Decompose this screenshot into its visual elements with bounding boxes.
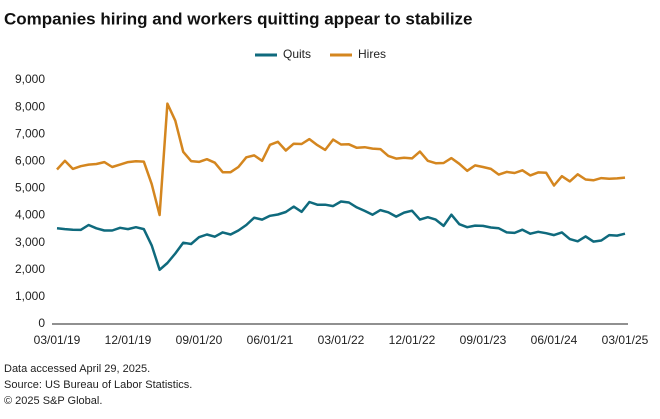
series-line	[56, 102, 626, 217]
legend-label: Quits	[283, 47, 311, 61]
x-tick-label: 06/01/21	[247, 333, 294, 347]
y-tick-label: 8,000	[15, 99, 45, 113]
x-tick-label: 09/01/23	[460, 333, 507, 347]
chart-title: Companies hiring and workers quitting ap…	[4, 9, 473, 28]
y-tick-label: 5,000	[15, 181, 45, 195]
y-tick-label: 3,000	[15, 235, 45, 249]
x-tick-label: 03/01/25	[602, 333, 649, 347]
y-tick-label: 7,000	[15, 126, 45, 140]
y-tick-label: 4,000	[15, 208, 45, 222]
y-tick-label: 9,000	[15, 72, 45, 86]
footnote: Data accessed April 29, 2025.	[4, 363, 150, 375]
x-tick-label: 09/01/20	[176, 333, 223, 347]
y-tick-label: 1,000	[15, 289, 45, 303]
footnote: Source: US Bureau of Labor Statistics.	[4, 379, 192, 391]
y-tick-label: 2,000	[15, 262, 45, 276]
y-tick-label: 0	[38, 316, 45, 330]
y-tick-label: 6,000	[15, 154, 45, 168]
x-tick-label: 03/01/22	[318, 333, 365, 347]
series-line	[56, 200, 626, 272]
footnote: © 2025 S&P Global.	[4, 395, 102, 407]
x-tick-label: 12/01/19	[105, 333, 152, 347]
x-tick-label: 12/01/22	[389, 333, 436, 347]
legend-label: Hires	[358, 47, 386, 61]
x-tick-label: 06/01/24	[531, 333, 578, 347]
x-tick-label: 03/01/19	[34, 333, 81, 347]
